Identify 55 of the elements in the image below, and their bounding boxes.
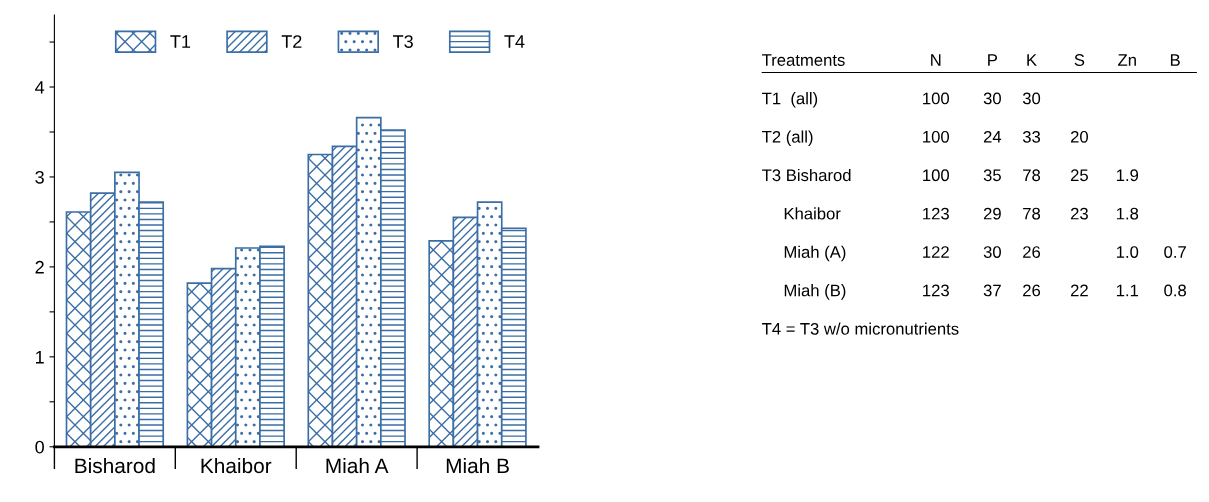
text: 78 (1023, 207, 1041, 220)
text: 20 (1070, 130, 1089, 143)
text: T4 = T3 w/o micronutrients (762, 322, 959, 335)
x-tick-label: Bisharod (75, 457, 155, 474)
text: 22 (1070, 284, 1088, 297)
y-tick-label: 0 (35, 440, 44, 454)
text: 35 (983, 169, 1001, 182)
text: 100 (923, 92, 950, 105)
x-tick-label: Miah A (326, 457, 389, 474)
text: 122 (923, 246, 949, 258)
legend-label: T3 (393, 35, 413, 48)
text: 1.8 (1116, 207, 1139, 220)
text: Miah (B) (784, 284, 846, 300)
text: 100 (923, 169, 950, 182)
text: 30 (983, 246, 1001, 258)
text: T2 (all) (762, 130, 813, 147)
text: 30 (983, 92, 1001, 105)
text: T1 (all) (762, 92, 818, 108)
text: 30 (1022, 92, 1041, 105)
text: 123 (923, 284, 949, 297)
text: 100 (923, 130, 950, 143)
text: 26 (1023, 246, 1041, 258)
text: 123 (923, 207, 949, 220)
category-label: S (1074, 54, 1085, 66)
text: 78 (1023, 169, 1041, 182)
text: T3 Bisharod (762, 168, 851, 182)
category-label: P (988, 54, 998, 66)
y-tick-label: 2 (35, 260, 44, 274)
x-tick-label: Khaibor (201, 457, 272, 474)
legend-label: T2 (281, 35, 302, 48)
text: 25 (1070, 169, 1088, 182)
text: 0.7 (1164, 246, 1186, 258)
legend-label: T4 (504, 35, 525, 48)
y-tick-label: 3 (35, 170, 44, 184)
y-tick-label: 1 (36, 350, 44, 364)
text: Miah (A) (784, 245, 846, 262)
category-label: Zn (1118, 54, 1136, 66)
text: 1.1 (1116, 284, 1139, 297)
text: 29 (983, 207, 1001, 220)
text: Khaibor (784, 207, 841, 220)
text: 33 (1022, 130, 1041, 143)
text: 0.8 (1164, 284, 1187, 297)
text: 26 (1023, 284, 1041, 297)
legend-label: T1 (170, 35, 191, 48)
text: 1.9 (1116, 169, 1139, 182)
x-tick-label: Miah B (446, 457, 509, 474)
text: 37 (983, 284, 1001, 297)
category-label: Treatments (762, 54, 845, 66)
category-label: B (1170, 54, 1180, 66)
text: 1.0 (1116, 246, 1139, 258)
text: 23 (1070, 207, 1088, 220)
category-label: N (931, 54, 941, 66)
y-tick-label: 4 (35, 81, 45, 94)
text: 24 (983, 130, 1002, 143)
category-label: K (1027, 54, 1037, 66)
